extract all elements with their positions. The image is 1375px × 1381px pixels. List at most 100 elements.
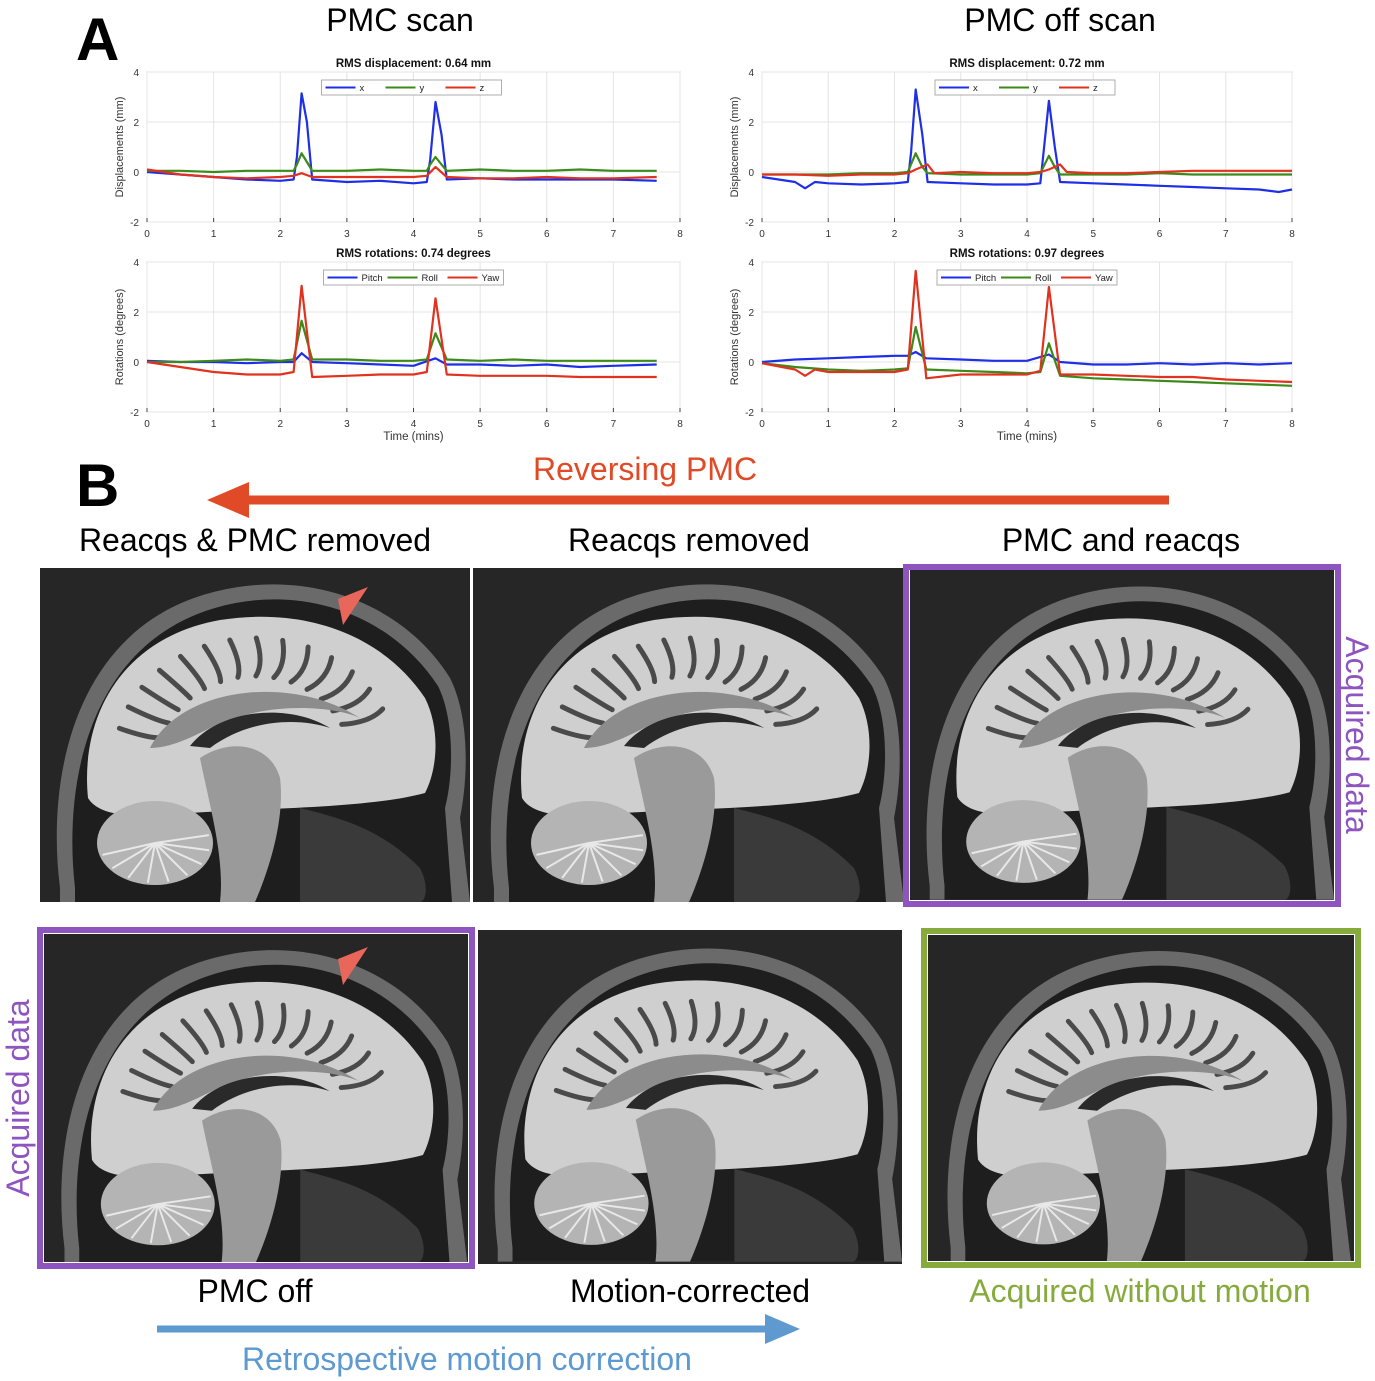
sulcus (339, 706, 386, 727)
cerebellum-folia (127, 842, 156, 879)
cerebellum-folia (545, 842, 590, 870)
y-axis-label: Displacements (mm) (729, 97, 741, 198)
x-tick-label: 4 (411, 229, 417, 240)
y-tick-label: 2 (133, 118, 139, 129)
cerebellum-folia (980, 840, 1024, 868)
y-tick-label: -2 (745, 408, 754, 419)
sulcus (178, 653, 207, 692)
sulcus (614, 1017, 643, 1054)
cerebellum-folia (1023, 840, 1077, 850)
sulcus (738, 1018, 768, 1055)
series-line-y (762, 152, 1292, 176)
cerebellum-folia (588, 842, 637, 866)
sulcus (203, 1008, 225, 1049)
legend-label: Pitch (362, 273, 383, 284)
sulcus (157, 667, 193, 701)
sulcus (687, 635, 697, 679)
sulcus (1155, 645, 1177, 686)
y-tick-label: 0 (133, 358, 139, 369)
legend-label: Yaw (1095, 273, 1113, 284)
sulcus (688, 998, 698, 1042)
y-tick-label: 2 (133, 308, 139, 319)
cerebellum-folia (591, 1194, 645, 1205)
cerebellum-folia (561, 842, 590, 879)
x-tick-label: 5 (1090, 419, 1096, 430)
x-tick-label: 8 (1289, 419, 1295, 430)
sulcus (253, 635, 263, 679)
retrospective-correction-label: Retrospective motion correction (242, 1341, 692, 1377)
y-tick-label: 4 (748, 68, 754, 79)
sulcus (1173, 1009, 1196, 1049)
neck-tissue (734, 808, 860, 902)
cerebellum-folia (588, 834, 644, 844)
sulcus (1094, 638, 1109, 681)
sulcus (272, 1002, 287, 1045)
cerebellum-folia (1043, 1202, 1097, 1212)
artifact-arrowhead-icon (338, 587, 368, 625)
corpus-callosum (150, 691, 360, 748)
x-tick-label: 3 (344, 229, 350, 240)
sulcus (1113, 1002, 1128, 1045)
reversing-pmc-arrow (207, 482, 1169, 518)
sulcus (304, 1019, 334, 1056)
caption-acquired-without-motion: Acquired without motion (969, 1273, 1311, 1309)
legend-label: Roll (422, 273, 438, 284)
x-tick-label: 1 (211, 419, 217, 430)
cerebellum-folia (591, 1202, 645, 1212)
series-line-pitch (761, 350, 1293, 366)
caption-motion-corrected: Motion-corrected (569, 1273, 811, 1309)
series-line-z (146, 165, 657, 180)
sulcus (562, 1066, 608, 1088)
sulcus (338, 1069, 384, 1091)
ventricle (625, 1074, 764, 1110)
y-tick-label: 4 (748, 258, 754, 269)
title-pmc-and-reacqs: PMC and reacqs (1001, 522, 1241, 558)
x-tick-label: 2 (892, 229, 898, 240)
brain-image-acquired-without-motion (928, 935, 1354, 1261)
sulcus (635, 643, 658, 685)
x-tick-label: 5 (477, 419, 483, 430)
neck-tissue (1184, 1169, 1308, 1261)
brainstem (1067, 746, 1148, 900)
cerebellum-folia (157, 1203, 191, 1237)
x-tick-label: 4 (1024, 229, 1030, 240)
brain-image-reacqs-pmc-removed (40, 568, 470, 902)
cerebellum-folia (548, 1202, 592, 1230)
sulcus (159, 1032, 195, 1065)
x-tick-label: 2 (277, 229, 283, 240)
neck-tissue (734, 1168, 859, 1262)
cerebellum-folia (1042, 1202, 1076, 1236)
x-tick-label: 7 (1223, 419, 1229, 430)
cerebellum-folia (157, 1195, 211, 1206)
legend-label: y (420, 83, 425, 94)
plot-title: RMS displacement: 0.72 mm (949, 58, 1104, 70)
cerebellum (100, 1162, 215, 1246)
x-tick-label: 6 (544, 419, 550, 430)
column-title-pmc-scan: PMC scan (326, 2, 474, 38)
sulcus (593, 1030, 629, 1063)
cerebellum-folia (588, 842, 644, 852)
series-line-pitch (146, 352, 657, 369)
cerebellum-folia (154, 834, 210, 844)
neck-tissue (1166, 806, 1291, 900)
sulcus (1205, 706, 1251, 728)
panel-letter-b: B (76, 452, 120, 519)
x-tick-label: 0 (144, 229, 150, 240)
sulcus (637, 1006, 659, 1047)
y-tick-label: 2 (748, 118, 754, 129)
y-tick-label: 0 (748, 358, 754, 369)
x-tick-label: 7 (611, 229, 617, 240)
plot-title: RMS rotations: 0.74 degrees (336, 248, 491, 260)
series-line-y (147, 152, 657, 174)
sulcus (125, 704, 172, 726)
cerebellum-folia (590, 1203, 606, 1242)
sulcus (722, 644, 745, 685)
sulcus (201, 643, 224, 685)
sulcus (1156, 1003, 1172, 1045)
plot-title: RMS rotations: 0.97 degrees (950, 248, 1105, 260)
cerebellum-folia (539, 1202, 592, 1217)
brain-image-motion-corrected (478, 930, 902, 1264)
sulcus (304, 655, 335, 692)
cerebellum-folia (1016, 1202, 1045, 1239)
cerebellum-folia (1042, 1202, 1090, 1225)
